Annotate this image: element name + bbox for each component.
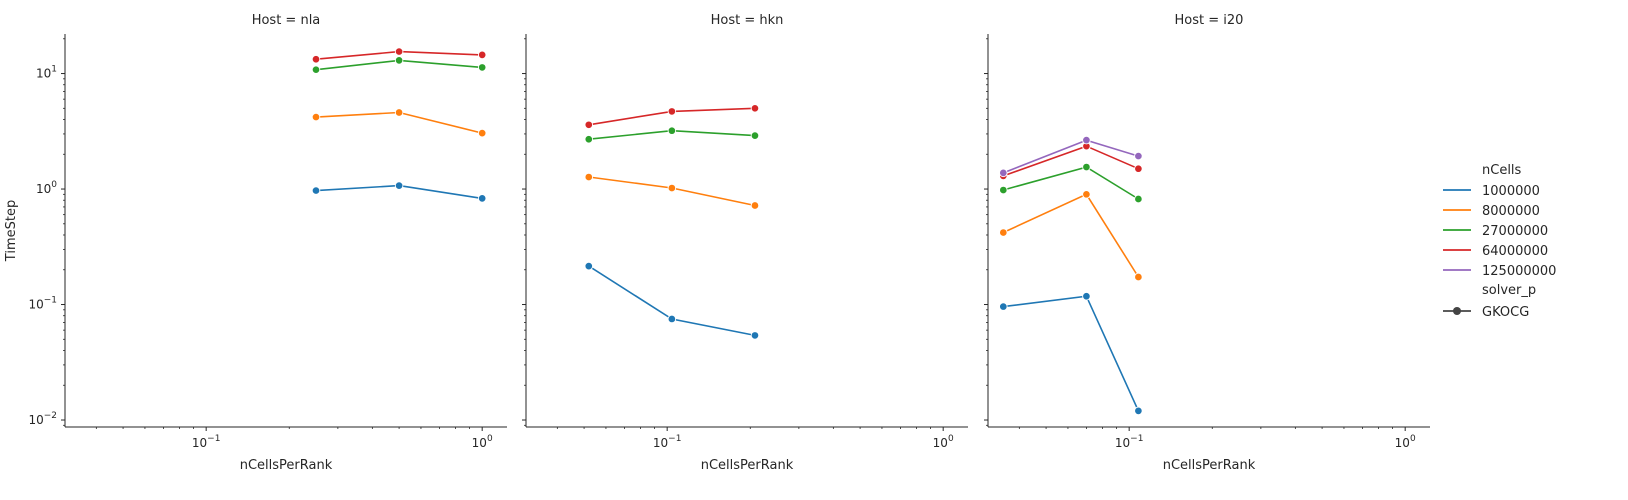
- x-axis-label: nCellsPerRank: [701, 458, 794, 473]
- legend-label: 27000000: [1482, 224, 1548, 239]
- series-27000000: [311, 56, 487, 74]
- legend-label: 1000000: [1482, 184, 1540, 199]
- data-point: [1134, 194, 1143, 204]
- series-1000000: [311, 181, 487, 203]
- x-axis-label: nCellsPerRank: [1163, 458, 1256, 473]
- data-point: [750, 331, 760, 340]
- data-point: [311, 112, 321, 122]
- data-point: [584, 134, 594, 144]
- legend-item-8000000: 8000000: [1443, 204, 1540, 219]
- facet-panel-1: Host = nla 10−2 10−1 100 101 10−1 100 nCellsPer…: [4, 13, 507, 473]
- legend-label: 125000000: [1482, 264, 1556, 279]
- x-tick-label: 10−1: [192, 434, 221, 450]
- data-point: [999, 302, 1008, 311]
- data-point: [584, 172, 594, 182]
- data-point: [394, 108, 404, 117]
- legend-label: 64000000: [1482, 244, 1548, 259]
- legend-item-64000000: 64000000: [1443, 244, 1548, 259]
- x-axis-label: nCellsPerRank: [240, 458, 333, 473]
- y-tick-label: 10−1: [28, 296, 57, 312]
- data-point: [311, 65, 321, 74]
- data-point: [477, 128, 487, 138]
- data-point: [1082, 291, 1091, 301]
- series-27000000: [584, 126, 760, 144]
- data-point: [394, 181, 404, 190]
- data-point: [1134, 272, 1143, 282]
- series-8000000: [584, 172, 760, 210]
- data-point: [311, 54, 321, 64]
- series-8000000: [311, 108, 487, 138]
- series-line: [588, 265, 756, 337]
- series-27000000: [999, 162, 1143, 204]
- data-point: [394, 56, 404, 65]
- series-1000000: [584, 261, 760, 340]
- data-point: [477, 50, 487, 60]
- series-8000000: [999, 190, 1143, 282]
- x-tick-label: 10−1: [653, 434, 682, 450]
- y-axis-label: TimeStep: [4, 200, 19, 262]
- series-64000000: [311, 47, 487, 64]
- series-line: [1003, 295, 1140, 412]
- data-point: [1134, 164, 1143, 173]
- y-tick-label: 10−2: [28, 411, 57, 427]
- legend-item-125000000: 125000000: [1443, 264, 1556, 279]
- data-point: [667, 107, 677, 116]
- legend-title-ncells: nCells: [1482, 163, 1522, 178]
- series-line: [1002, 193, 1140, 278]
- data-point: [584, 261, 594, 271]
- panel-title: Host = nla: [252, 13, 321, 28]
- series-125000000: [999, 135, 1143, 178]
- legend-marker: [1453, 307, 1461, 315]
- x-tick-label: 100: [472, 434, 493, 450]
- legend-item-1000000: 1000000: [1443, 184, 1540, 199]
- data-point: [477, 194, 487, 203]
- panel-title: Host = hkn: [711, 13, 784, 28]
- y-tick-label: 100: [36, 180, 57, 196]
- legend: nCells 1000000 8000000 27000000 64000000 1250…: [1443, 163, 1556, 320]
- data-point: [750, 201, 760, 210]
- series-1000000: [999, 291, 1143, 416]
- data-point: [311, 186, 321, 195]
- data-point: [584, 120, 594, 130]
- data-point: [999, 228, 1008, 237]
- legend-item-27000000: 27000000: [1443, 224, 1548, 239]
- facet-panel-3: Host = i20 10−1 100 nCellsPerRank: [984, 13, 1430, 473]
- x-tick-label: 100: [933, 434, 954, 450]
- data-point: [750, 104, 760, 113]
- y-tick-label: 101: [36, 65, 57, 81]
- data-point: [750, 131, 760, 140]
- legend-title-solver: solver_p: [1482, 283, 1536, 298]
- data-point: [394, 47, 404, 56]
- facet-panel-2: Host = hkn 10−1 100 nCellsPerRank: [522, 13, 968, 473]
- data-point: [999, 168, 1008, 178]
- data-point: [1134, 151, 1143, 161]
- data-point: [1134, 406, 1143, 416]
- legend-label: GKOCG: [1482, 305, 1529, 320]
- data-point: [999, 185, 1008, 195]
- data-point: [667, 183, 677, 193]
- data-point: [1082, 135, 1091, 145]
- x-tick-label: 10−1: [1115, 434, 1144, 450]
- series-64000000: [584, 104, 760, 130]
- series-line: [1003, 166, 1139, 200]
- series-64000000: [999, 141, 1143, 181]
- legend-label: 8000000: [1482, 204, 1540, 219]
- data-point: [1082, 162, 1091, 172]
- data-point: [1082, 190, 1091, 199]
- legend-item-gkocg: GKOCG: [1443, 305, 1529, 320]
- data-point: [667, 314, 677, 324]
- x-tick-label: 100: [1395, 434, 1416, 450]
- data-point: [667, 126, 677, 135]
- panel-title: Host = i20: [1175, 13, 1244, 28]
- data-point: [477, 63, 487, 72]
